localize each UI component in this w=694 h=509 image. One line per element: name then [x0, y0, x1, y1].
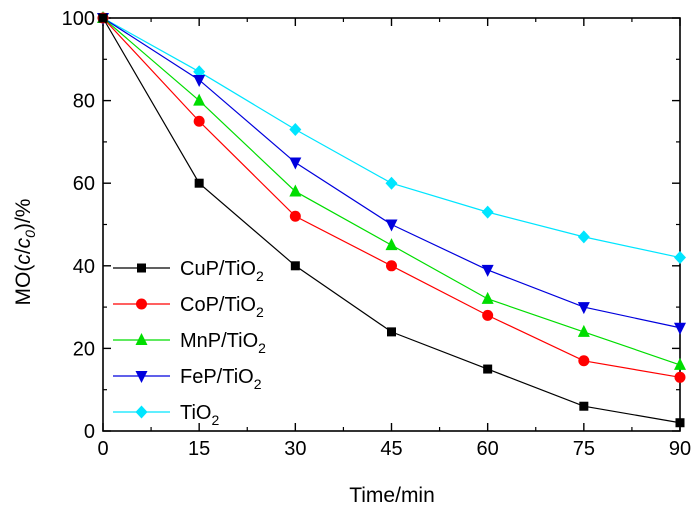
data-point [289, 157, 302, 170]
x-tick-label: 45 [380, 438, 402, 460]
series-layer [97, 11, 686, 428]
y-axis-title: MO(c/c0)/% [12, 199, 38, 306]
data-point [98, 13, 108, 23]
data-point [577, 230, 590, 244]
data-point [193, 93, 206, 106]
legend-entry: TiO2 [113, 402, 219, 428]
legend-entry: MnP/TiO2 [113, 330, 266, 356]
x-tick-label: 60 [477, 438, 499, 460]
data-point [577, 302, 590, 315]
data-point [481, 264, 494, 277]
data-point [385, 238, 398, 251]
y-tick-label: 100 [62, 8, 95, 30]
x-tick-label: 0 [97, 438, 108, 460]
data-point [289, 184, 302, 197]
legend-marker [136, 298, 147, 310]
data-point [674, 357, 686, 370]
series-triangle-down [97, 13, 686, 335]
x-tick-label: 75 [573, 438, 595, 460]
legend-label: MnP/TiO2 [180, 330, 266, 356]
legend: CuP/TiO2 CoP/TiO2 MnP/TiO2 FeP/TiO2 TiO2 [113, 258, 266, 428]
data-point [385, 176, 398, 190]
data-point [193, 115, 205, 127]
series-triangle-up [97, 11, 686, 370]
data-point [482, 309, 494, 321]
y-tick-label: 40 [73, 256, 95, 278]
legend-entry: CuP/TiO2 [113, 258, 264, 284]
series-line [102, 17, 681, 329]
data-point [385, 219, 398, 232]
data-point [481, 291, 494, 304]
data-point [193, 65, 206, 79]
data-point [577, 324, 590, 337]
y-tick-label: 0 [84, 421, 95, 443]
data-point [290, 261, 300, 271]
data-point [674, 251, 686, 265]
legend-label: CoP/TiO2 [180, 294, 264, 320]
legend-marker [135, 333, 148, 345]
legend-label: CuP/TiO2 [180, 258, 264, 284]
legend-entry: CoP/TiO2 [113, 294, 264, 320]
data-point [386, 260, 397, 272]
data-point [674, 371, 686, 383]
x-tick-label: 30 [284, 438, 306, 460]
legend-entry: FeP/TiO2 [113, 366, 262, 392]
legend-label: FeP/TiO2 [180, 366, 262, 392]
data-point [194, 178, 204, 188]
data-point [481, 205, 494, 219]
legend-marker [137, 263, 146, 273]
y-tick-label: 20 [73, 338, 95, 360]
data-point [289, 210, 301, 222]
data-point [578, 355, 590, 367]
axes: 0 15 30 45 60 75 90 0 20 40 60 80 100 [62, 8, 692, 460]
data-point [289, 123, 302, 137]
data-point [579, 401, 589, 411]
x-axis-title: Time/min [349, 484, 435, 507]
legend-label: TiO2 [180, 402, 219, 428]
series-circle [97, 12, 686, 383]
x-tick-label: 15 [188, 438, 210, 460]
y-tick-label: 80 [73, 91, 95, 113]
data-point [193, 74, 206, 87]
series-line [102, 17, 681, 378]
data-point [675, 418, 685, 428]
data-point [483, 364, 493, 374]
legend-marker [135, 405, 148, 419]
series-square [98, 13, 685, 428]
x-tick-label: 90 [669, 438, 691, 460]
data-point [387, 327, 396, 337]
data-point [674, 322, 686, 335]
legend-marker [135, 371, 148, 383]
y-tick-label: 60 [73, 173, 95, 195]
